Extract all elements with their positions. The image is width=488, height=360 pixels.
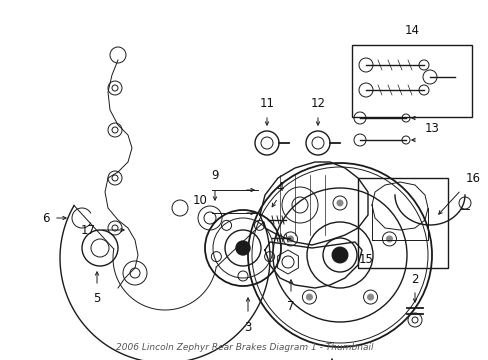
Text: 16: 16 bbox=[465, 172, 480, 185]
Circle shape bbox=[336, 200, 342, 206]
Circle shape bbox=[287, 236, 293, 242]
Text: 3: 3 bbox=[244, 321, 251, 334]
Text: 7: 7 bbox=[286, 300, 294, 313]
Text: 10: 10 bbox=[193, 194, 207, 207]
Text: 2: 2 bbox=[410, 273, 418, 286]
Text: 2006 Lincoln Zephyr Rear Brakes Diagram 1 - Thumbnail: 2006 Lincoln Zephyr Rear Brakes Diagram … bbox=[116, 343, 372, 352]
Text: 6: 6 bbox=[42, 211, 50, 225]
Text: 4: 4 bbox=[276, 181, 283, 194]
Text: 12: 12 bbox=[310, 97, 325, 110]
Circle shape bbox=[367, 294, 373, 300]
Text: 9: 9 bbox=[211, 169, 218, 182]
Text: 5: 5 bbox=[93, 292, 101, 305]
Circle shape bbox=[306, 294, 312, 300]
Text: 14: 14 bbox=[404, 24, 419, 37]
Circle shape bbox=[386, 236, 392, 242]
Bar bbox=[357, 178, 447, 268]
Bar bbox=[351, 45, 471, 117]
Text: 17: 17 bbox=[81, 224, 96, 237]
Text: 15: 15 bbox=[358, 253, 373, 266]
Circle shape bbox=[331, 247, 347, 263]
Text: 11: 11 bbox=[259, 97, 274, 110]
Text: 13: 13 bbox=[424, 122, 439, 135]
Circle shape bbox=[236, 241, 249, 255]
